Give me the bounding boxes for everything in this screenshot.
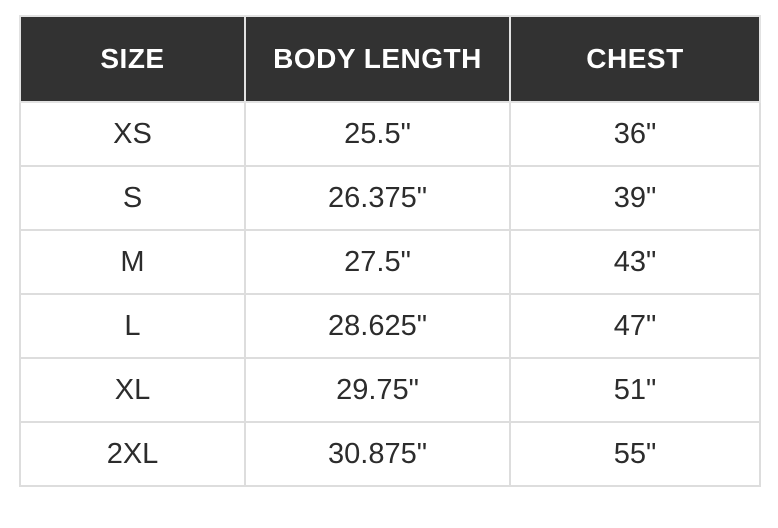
cell-size: L [19, 293, 246, 359]
cell-size: XL [19, 357, 246, 423]
cell-chest: 43" [509, 229, 761, 295]
column-header-size: SIZE [19, 15, 246, 103]
cell-chest: 47" [509, 293, 761, 359]
cell-size: 2XL [19, 421, 246, 487]
cell-body-length: 28.625" [244, 293, 511, 359]
size-chart-body: XS 25.5" 36" S 26.375" 39" M 27.5" 43" L… [19, 101, 761, 487]
cell-size: S [19, 165, 246, 231]
table-row-s: S 26.375" 39" [19, 165, 761, 231]
cell-size: M [19, 229, 246, 295]
cell-body-length: 29.75" [244, 357, 511, 423]
size-chart-table: SIZE BODY LENGTH CHEST XS 25.5" 36" S 26… [19, 15, 761, 487]
cell-body-length: 30.875" [244, 421, 511, 487]
table-row-l: L 28.625" 47" [19, 293, 761, 359]
cell-chest: 36" [509, 101, 761, 167]
cell-body-length: 27.5" [244, 229, 511, 295]
cell-chest: 39" [509, 165, 761, 231]
cell-chest: 55" [509, 421, 761, 487]
header-row: SIZE BODY LENGTH CHEST [19, 15, 761, 103]
table-row-2xl: 2XL 30.875" 55" [19, 421, 761, 487]
column-header-body-length: BODY LENGTH [244, 15, 511, 103]
size-chart-container: SIZE BODY LENGTH CHEST XS 25.5" 36" S 26… [19, 15, 761, 487]
column-header-chest: CHEST [509, 15, 761, 103]
cell-body-length: 26.375" [244, 165, 511, 231]
table-row-m: M 27.5" 43" [19, 229, 761, 295]
cell-chest: 51" [509, 357, 761, 423]
cell-size: XS [19, 101, 246, 167]
table-row-xs: XS 25.5" 36" [19, 101, 761, 167]
size-chart-header: SIZE BODY LENGTH CHEST [19, 15, 761, 103]
cell-body-length: 25.5" [244, 101, 511, 167]
table-row-xl: XL 29.75" 51" [19, 357, 761, 423]
